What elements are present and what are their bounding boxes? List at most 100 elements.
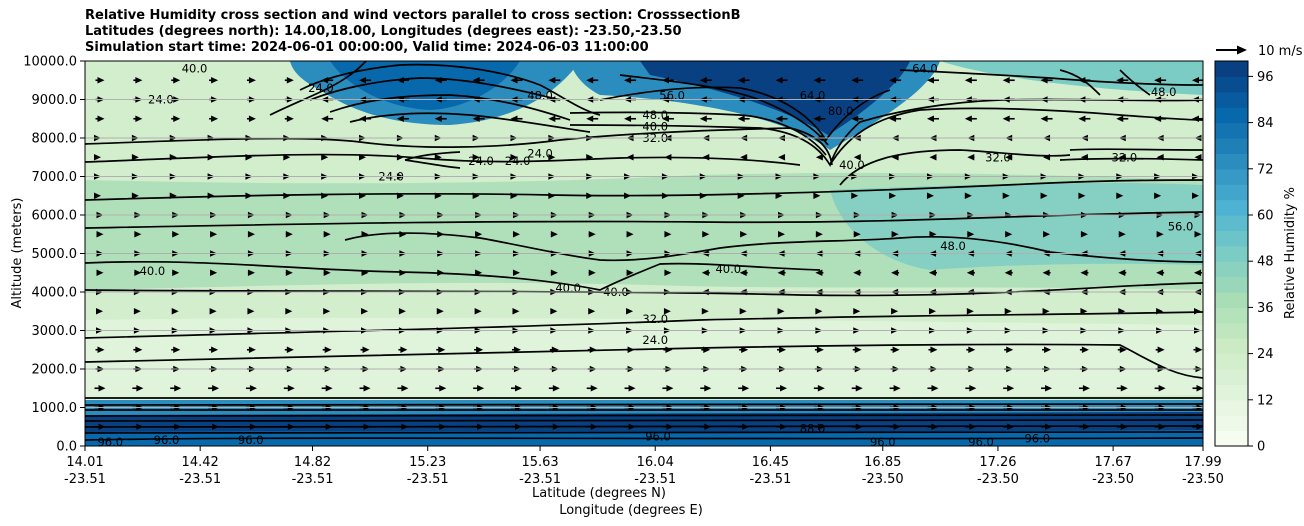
wind-vector (624, 385, 636, 392)
wind-vector (778, 231, 786, 238)
wind-vector (777, 346, 787, 353)
wind-vector (1004, 308, 1012, 315)
wind-vector (891, 269, 900, 276)
contour-line (85, 343, 1203, 379)
contour-line (85, 153, 801, 166)
colorbar-band (1215, 292, 1248, 308)
wind-vector (95, 346, 105, 353)
wind-vector (1194, 231, 1202, 238)
wind-vector (96, 231, 104, 238)
wind-vector (1078, 77, 1091, 84)
colorbar-band (1215, 215, 1248, 231)
wind-vector (284, 115, 294, 122)
colorbar-tick-label: 36 (1257, 301, 1274, 316)
wind-vector (246, 115, 256, 122)
contour-line (269, 61, 367, 116)
wind-vector (740, 154, 748, 161)
wind-vector (285, 269, 293, 276)
wind-vector (1194, 269, 1202, 276)
wind-vector (209, 77, 219, 84)
wind-vector (472, 115, 485, 122)
wind-vector (1192, 192, 1199, 199)
colorbar-tick-label: 96 (1257, 70, 1274, 85)
wind-vector (1040, 115, 1053, 122)
wind-vector (815, 269, 824, 276)
wind-vector (359, 154, 367, 161)
wind-vector (1078, 385, 1090, 392)
wind-vector (964, 115, 977, 122)
wind-vector (699, 77, 712, 84)
wind-vector (853, 231, 861, 238)
wind-vector (283, 423, 295, 430)
contour-line (1069, 148, 1203, 151)
wind-vector (813, 423, 825, 430)
wind-vector (815, 231, 823, 238)
contour-label: 48.0 (1151, 85, 1177, 99)
wind-vector (398, 346, 408, 353)
x-tick-label-longitude: -23.50 (977, 472, 1019, 487)
wind-vector (662, 385, 674, 392)
wind-vector (699, 115, 712, 122)
x-tick-label-latitude: 16.45 (752, 455, 789, 470)
x-tick-label-longitude: -23.51 (292, 472, 334, 487)
wind-vector (550, 231, 558, 238)
wind-vector (775, 115, 788, 122)
wind-vector (397, 423, 409, 430)
wind-vector (474, 308, 482, 315)
colorbar-band (1215, 353, 1248, 370)
contour-line (839, 149, 1071, 186)
wind-vector (399, 231, 407, 238)
colorbar-tick-label: 72 (1257, 162, 1274, 177)
x-tick-label-longitude: -23.51 (519, 472, 561, 487)
wind-vector (1078, 192, 1086, 199)
contour-line (85, 311, 1203, 339)
contour-label: 40.0 (642, 119, 668, 133)
contour-label: 80.0 (828, 104, 854, 118)
wind-vector (510, 423, 522, 430)
contour-line (899, 69, 1203, 86)
wind-vector (1040, 77, 1053, 84)
wind-vector (131, 192, 139, 199)
wind-vector (929, 154, 937, 161)
y-tick-label: 0.0 (56, 440, 77, 455)
wind-vector (131, 154, 139, 161)
contour-label: 96.0 (154, 433, 180, 447)
wind-vector (964, 77, 977, 84)
colorbar-band (1215, 61, 1248, 77)
colorbar (1215, 61, 1248, 447)
wind-vector (891, 308, 899, 315)
wind-vector (586, 385, 598, 392)
y-tick-label: 3000.0 (32, 324, 78, 339)
contour-label: 40.0 (555, 281, 581, 295)
wind-vector (549, 346, 559, 353)
wind-vector (96, 308, 103, 315)
contour-label: 24.0 (308, 81, 334, 95)
wind-vector (624, 77, 637, 84)
wind-vector (434, 192, 442, 199)
wind-vector (473, 423, 485, 430)
wind-vector (626, 308, 634, 315)
contour-label: 48.0 (527, 89, 553, 103)
wind-vector (737, 192, 745, 199)
wind-vector (550, 308, 558, 315)
wind-vector (1118, 154, 1126, 161)
wind-vector (321, 423, 333, 430)
y-tick-label: 10000.0 (23, 55, 77, 70)
x-tick-label-longitude: -23.51 (179, 472, 221, 487)
wind-vector (661, 192, 669, 199)
wind-vector (701, 308, 709, 315)
colorbar-tick-label: 60 (1257, 209, 1274, 224)
x-axis-label-latitude: Latitude (degrees N) (532, 486, 666, 501)
y-tick-label: 6000.0 (32, 209, 78, 224)
wind-vector (208, 385, 220, 392)
colorbar-band (1215, 153, 1248, 170)
wind-vector (927, 385, 939, 392)
wind-vector (169, 192, 177, 199)
wind-vector (964, 192, 972, 199)
wind-vector (550, 269, 558, 276)
wind-vector (889, 423, 901, 430)
contour-label: 24.0 (642, 333, 668, 347)
wind-vector (475, 269, 483, 276)
x-tick-label-latitude: 16.04 (637, 455, 674, 470)
contour-label: 32.0 (642, 312, 668, 326)
